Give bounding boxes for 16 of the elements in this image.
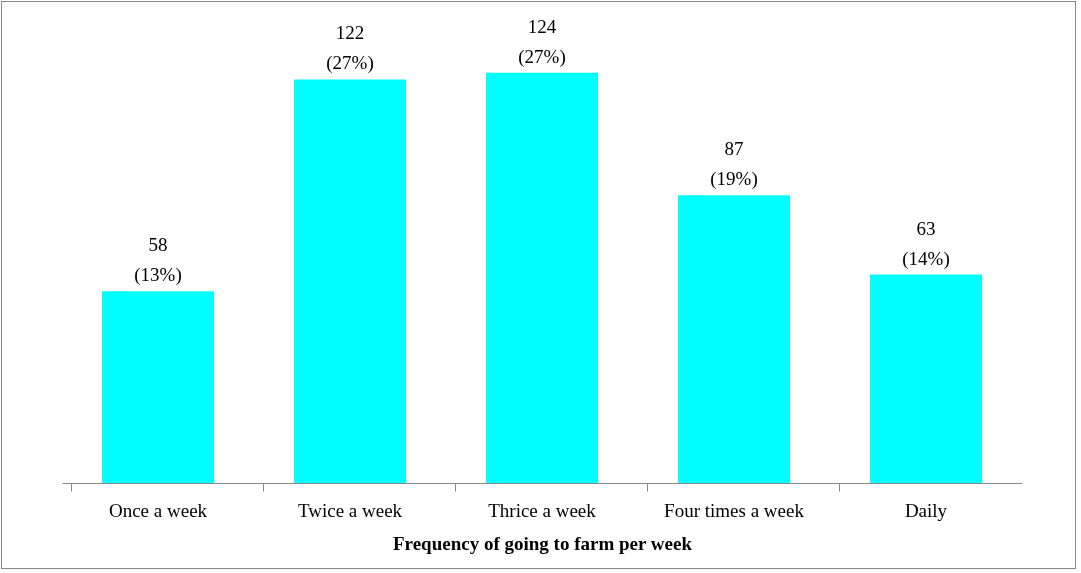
x-tick-label: Four times a week [664,499,805,521]
x-tick-label: Daily [904,499,948,521]
data-label: 124 (27%) [518,15,566,68]
bar [870,274,982,483]
data-label: 58 (13%) [134,234,182,287]
x-axis-title: Frequency of going to farm per week [392,532,693,554]
data-label: 63 (14%) [902,217,950,270]
data-label: 122 (27%) [326,22,374,75]
bar [102,291,214,483]
x-tick-label: Once a week [108,499,208,521]
bar [294,79,406,483]
bar [678,195,790,483]
x-tick-label: Twice a week [297,499,403,521]
bar [486,72,598,483]
x-tick-label: Thrice a week [488,499,597,521]
data-label: 87 (19%) [710,138,758,191]
